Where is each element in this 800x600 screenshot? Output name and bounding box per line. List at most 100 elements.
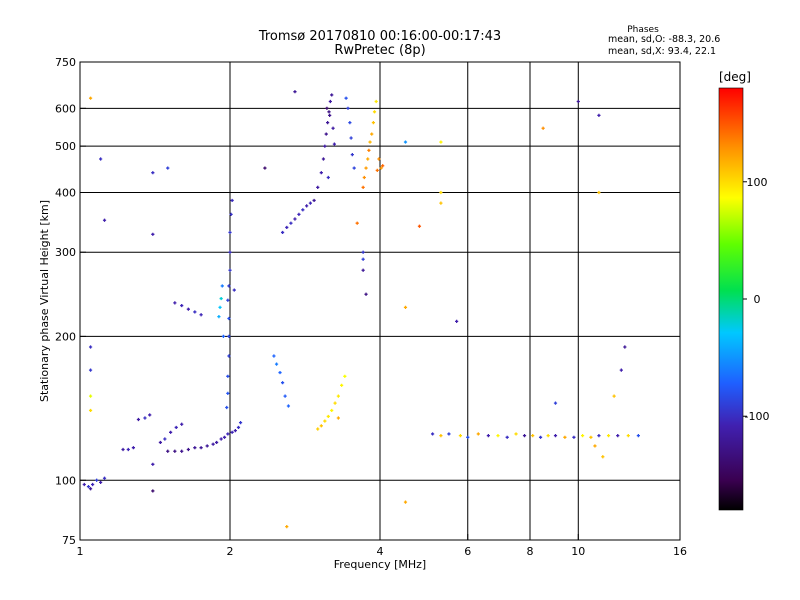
echo-point bbox=[326, 175, 330, 180]
colorbar-gradient bbox=[719, 88, 743, 510]
echo-point bbox=[328, 99, 332, 104]
echo-point bbox=[173, 449, 177, 453]
echo-point bbox=[272, 354, 276, 358]
echo-point bbox=[379, 166, 383, 170]
echo-point bbox=[355, 221, 359, 225]
echo-point bbox=[324, 132, 328, 136]
echo-point bbox=[458, 434, 463, 438]
echo-point bbox=[403, 500, 408, 504]
echo-point bbox=[205, 444, 209, 448]
echo-point bbox=[219, 296, 223, 301]
echo-point bbox=[372, 110, 377, 114]
echo-point bbox=[336, 394, 340, 398]
colorbar-tick-label: 0 bbox=[754, 293, 761, 306]
x-tick-label: 8 bbox=[527, 545, 534, 558]
echo-point bbox=[226, 298, 230, 302]
echo-point bbox=[522, 434, 527, 438]
echo-point bbox=[166, 449, 170, 453]
echo-point bbox=[227, 284, 231, 288]
echo-point bbox=[623, 345, 627, 349]
echo-point bbox=[227, 316, 231, 321]
echo-point bbox=[361, 268, 365, 272]
echo-point bbox=[538, 435, 543, 439]
echo-point bbox=[285, 525, 289, 529]
echo-point bbox=[131, 446, 136, 450]
echo-point bbox=[158, 440, 163, 445]
echo-point bbox=[305, 204, 309, 208]
echo-point bbox=[199, 313, 203, 317]
echo-point bbox=[340, 383, 344, 387]
echo-point bbox=[91, 482, 95, 487]
echo-point bbox=[95, 478, 99, 482]
echo-point bbox=[344, 96, 348, 100]
echo-point bbox=[430, 432, 435, 436]
echo-point bbox=[328, 113, 332, 117]
echo-point bbox=[82, 482, 86, 487]
echo-point bbox=[199, 446, 203, 450]
echo-point bbox=[218, 305, 222, 309]
echo-point bbox=[151, 232, 155, 236]
echo-point bbox=[88, 96, 93, 100]
echo-point bbox=[151, 462, 155, 466]
echo-point bbox=[283, 394, 287, 398]
x-tick-label: 10 bbox=[571, 545, 585, 558]
y-tick-label: 600 bbox=[55, 102, 76, 115]
echo-point bbox=[531, 434, 535, 438]
echo-point bbox=[316, 427, 320, 431]
echo-point bbox=[381, 164, 385, 168]
echo-point bbox=[553, 434, 558, 438]
echo-point bbox=[211, 442, 215, 446]
echo-point bbox=[229, 212, 233, 216]
y-tick-label: 75 bbox=[62, 534, 76, 547]
echo-point bbox=[580, 434, 585, 438]
stats-o-mode: mean, sd,O: -88.3, 20.6 bbox=[608, 34, 720, 45]
echo-point bbox=[576, 99, 580, 104]
echo-point bbox=[274, 362, 279, 366]
echo-point bbox=[217, 315, 221, 319]
echo-point bbox=[236, 425, 241, 430]
echo-point bbox=[227, 354, 231, 358]
y-axis-label: Stationary phase Virtual Height [km] bbox=[38, 200, 51, 402]
echo-point bbox=[636, 434, 640, 438]
y-tick-label: 400 bbox=[55, 186, 76, 199]
echo-point bbox=[280, 381, 285, 385]
colorbar-ticks: 100 0 -100 bbox=[743, 176, 769, 423]
echo-point bbox=[263, 166, 267, 170]
echo-point bbox=[364, 166, 368, 170]
x-axis: 1 2 4 6 8 10 16 bbox=[77, 534, 687, 558]
echo-point bbox=[362, 175, 366, 180]
x-tick-label: 1 bbox=[77, 545, 84, 558]
echo-point bbox=[403, 140, 408, 144]
echo-point bbox=[222, 435, 227, 439]
echo-point bbox=[375, 168, 379, 172]
x-tick-label: 2 bbox=[227, 545, 234, 558]
echo-point bbox=[486, 434, 490, 438]
echo-point bbox=[143, 416, 147, 420]
y-tick-label: 200 bbox=[55, 330, 76, 343]
echo-point bbox=[102, 476, 107, 480]
echo-point bbox=[326, 414, 330, 419]
echo-point bbox=[220, 284, 224, 288]
echo-point bbox=[541, 126, 545, 130]
echo-point bbox=[169, 430, 173, 434]
echo-point bbox=[226, 432, 230, 436]
echo-point bbox=[186, 307, 190, 311]
echo-point bbox=[174, 425, 178, 430]
echo-point bbox=[286, 404, 291, 408]
echo-point bbox=[323, 144, 327, 148]
echo-point bbox=[439, 201, 443, 205]
colorbar: [deg] 100 0 -100 bbox=[718, 70, 769, 511]
echo-point bbox=[403, 305, 408, 309]
echo-point bbox=[619, 368, 623, 372]
echo-point bbox=[232, 288, 236, 292]
y-tick-label: 500 bbox=[55, 140, 76, 153]
echo-point bbox=[616, 434, 620, 438]
echo-point bbox=[88, 368, 93, 372]
echo-point bbox=[589, 435, 593, 439]
echo-point bbox=[316, 185, 320, 189]
echo-point bbox=[238, 421, 243, 425]
echo-point bbox=[332, 142, 336, 146]
echo-point bbox=[193, 446, 197, 450]
y-tick-label: 300 bbox=[55, 246, 76, 259]
